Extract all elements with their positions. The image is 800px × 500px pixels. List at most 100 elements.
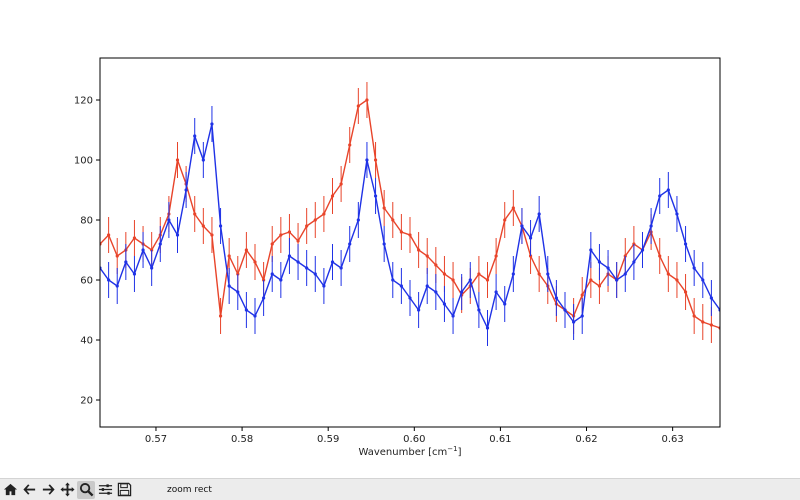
home-icon (3, 483, 17, 496)
data-point (503, 218, 507, 222)
data-point (305, 266, 309, 270)
data-point (537, 272, 541, 276)
data-point (580, 293, 584, 297)
x-tick-label: 0.61 (489, 434, 511, 445)
data-point (399, 284, 403, 288)
y-tick-label: 40 (80, 336, 93, 347)
status-message: zoom rect (167, 484, 212, 495)
data-point (692, 314, 696, 318)
y-tick-label: 100 (74, 156, 93, 167)
data-point (597, 284, 602, 288)
data-point (201, 158, 205, 162)
data-point (658, 194, 662, 198)
data-point (692, 266, 696, 270)
data-point (175, 233, 180, 237)
data-point (313, 272, 317, 276)
data-point (666, 188, 670, 192)
data-point (494, 290, 498, 294)
data-point (649, 224, 653, 228)
data-point (442, 302, 447, 306)
data-point (632, 260, 636, 264)
pan-icon (59, 482, 75, 497)
data-point (425, 254, 429, 258)
series-2 (100, 106, 720, 346)
x-tick-label: 0.58 (231, 434, 253, 445)
data-point (365, 158, 369, 162)
zoom-icon (79, 482, 93, 497)
data-point (666, 272, 670, 276)
series-layer (100, 82, 720, 346)
data-point (184, 188, 188, 192)
data-point (373, 194, 378, 198)
data-point (107, 278, 111, 282)
save-button[interactable] (115, 481, 133, 499)
data-point (434, 290, 438, 294)
data-point (227, 284, 231, 288)
data-point (287, 254, 292, 258)
data-point (132, 272, 137, 276)
data-point (511, 272, 515, 276)
configure-subplots-icon (98, 484, 112, 495)
y-tick-label: 120 (74, 96, 93, 107)
data-point (296, 239, 300, 243)
data-point (262, 296, 266, 300)
data-point (709, 296, 713, 300)
data-point (296, 260, 300, 264)
data-point (158, 242, 162, 246)
data-point (417, 308, 421, 312)
data-point (270, 242, 274, 246)
data-point (305, 224, 309, 228)
data-point (373, 158, 378, 162)
data-point (709, 323, 713, 327)
data-point (597, 260, 602, 264)
data-point (425, 284, 429, 288)
data-point (477, 308, 481, 312)
data-point (391, 218, 395, 222)
forward-button[interactable] (39, 481, 57, 499)
data-point (408, 233, 412, 237)
data-point (279, 278, 283, 282)
x-axis-label: Wavenumber [cm−1] (358, 445, 461, 458)
data-point (175, 158, 180, 162)
x-axis-label-tail: ] (458, 447, 462, 458)
save-icon (117, 482, 131, 497)
data-point (322, 284, 326, 288)
axes-frame (99, 57, 721, 428)
data-point (365, 98, 369, 102)
data-point (227, 254, 231, 258)
data-point (218, 224, 223, 228)
data-point (132, 236, 137, 240)
zoom-button[interactable] (77, 480, 95, 499)
data-point (348, 143, 352, 147)
back-button[interactable] (20, 481, 38, 499)
data-point (244, 308, 248, 312)
data-point (580, 314, 584, 318)
data-point (442, 272, 447, 276)
y-axis-ticks: 20 40 60 80 100 120 (74, 96, 100, 407)
data-point (193, 134, 197, 138)
x-axis-ticks: 0.57 0.58 0.59 0.60 0.61 0.62 0.63 (145, 427, 684, 445)
data-point (356, 104, 360, 108)
data-point (356, 218, 360, 222)
home-button[interactable] (1, 481, 19, 499)
chart-svg: 0.57 0.58 0.59 0.60 0.61 0.62 0.63 20 40 60 80 100… (74, 57, 721, 458)
data-point (408, 296, 412, 300)
data-point (701, 320, 705, 324)
data-point (399, 230, 403, 234)
data-point (201, 224, 205, 228)
configure-subplots-button[interactable] (96, 481, 114, 499)
data-point (460, 290, 464, 294)
data-point (477, 272, 481, 276)
data-point (279, 233, 283, 237)
data-point (623, 272, 627, 276)
data-point (528, 236, 533, 240)
data-point (417, 248, 421, 252)
x-tick-label: 0.60 (403, 434, 425, 445)
x-axis-label-superscript: −1 (447, 445, 457, 453)
data-point (640, 248, 645, 252)
data-point (615, 278, 619, 282)
y-tick-label: 80 (80, 216, 93, 227)
data-point (589, 278, 593, 282)
data-point (115, 284, 119, 288)
pan-button[interactable] (58, 481, 76, 499)
